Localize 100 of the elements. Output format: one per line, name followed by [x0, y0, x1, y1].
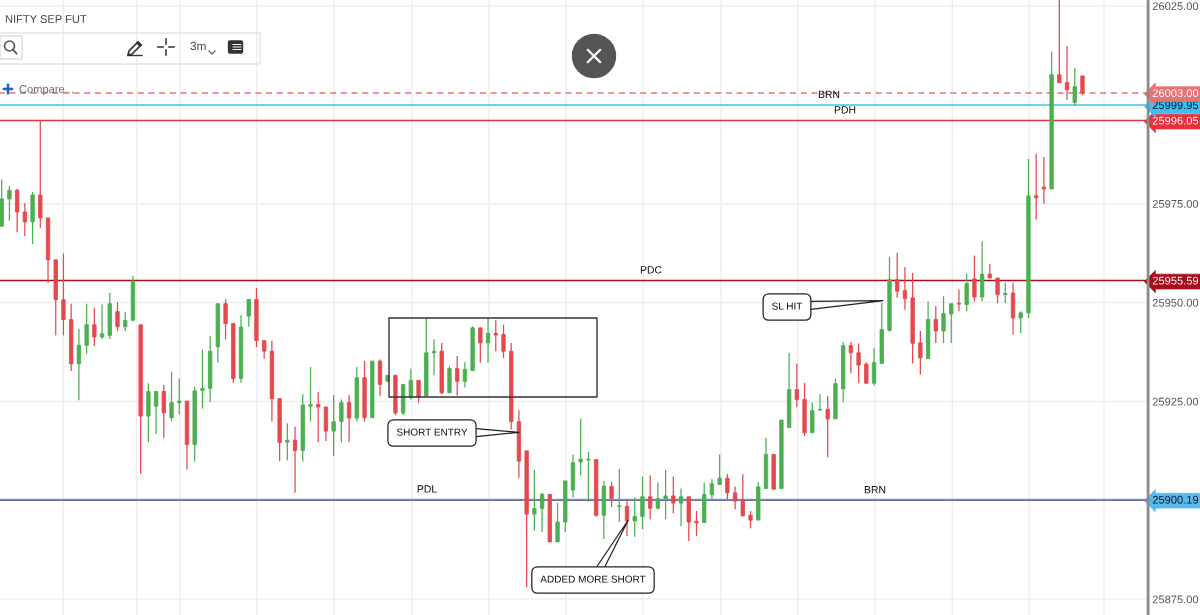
y-tick-label: 25925.00 — [1152, 397, 1199, 406]
candlestick — [99, 303, 105, 340]
candlestick — [671, 475, 676, 514]
candlestick — [292, 426, 298, 494]
candlestick — [61, 252, 66, 337]
y-tick-label: 26025.00 — [1152, 2, 1199, 11]
candlestick — [115, 301, 120, 332]
candlestick — [501, 324, 506, 359]
candlestick — [1018, 310, 1023, 334]
candlestick — [617, 468, 622, 523]
candlestick — [84, 303, 89, 355]
candlestick — [485, 317, 491, 364]
y-tick-label: 26003.00 — [1152, 89, 1199, 98]
candlestick — [648, 474, 653, 520]
candlestick — [76, 328, 82, 401]
candlestick — [817, 393, 823, 411]
candlestick — [92, 307, 97, 347]
candlestick — [856, 342, 861, 384]
candlestick — [408, 367, 414, 401]
candlestick — [810, 401, 815, 434]
candlestick — [825, 395, 830, 459]
candlestick — [1034, 153, 1039, 221]
candlestick — [223, 298, 228, 340]
candlestick — [153, 390, 159, 435]
candlestick — [1041, 156, 1047, 205]
candlestick — [1057, 0, 1062, 84]
ref-line-label: PDH — [834, 106, 856, 114]
annotation: SHORT ENTRY — [396, 428, 468, 436]
candlestick — [995, 277, 1000, 304]
candlestick — [794, 362, 799, 408]
candlestick — [972, 254, 977, 302]
candlestick — [678, 487, 684, 527]
candlestick — [848, 341, 854, 374]
candlestick — [864, 361, 869, 384]
candlestick — [246, 298, 251, 328]
candlestick — [1080, 75, 1085, 96]
y-tick-label: 25950.00 — [1152, 298, 1199, 307]
candlestick — [161, 384, 166, 439]
y-tick-label: 25999.95 — [1152, 101, 1199, 110]
text: NIFTY SEP FUT — [5, 15, 87, 23]
candlestick — [578, 418, 583, 477]
candlestick — [316, 391, 321, 443]
y-tick-label: 25996.05 — [1152, 116, 1199, 125]
y-tick-label: 25975.00 — [1152, 199, 1199, 208]
candlestick — [655, 481, 661, 511]
candlestick — [918, 330, 923, 376]
candlestick — [640, 475, 645, 530]
y-tick-label: 25900.19 — [1152, 495, 1199, 504]
candlestick — [632, 496, 637, 538]
candlestick — [416, 379, 421, 404]
candlestick — [663, 469, 668, 520]
candlestick — [200, 348, 205, 410]
candlestick — [933, 305, 938, 344]
candlestick — [285, 422, 290, 461]
y-tick-label: 25875.00 — [1152, 595, 1199, 604]
candlestick — [346, 394, 352, 443]
candlestick — [717, 453, 722, 486]
candlestick — [1072, 67, 1077, 107]
ref-line-label: PDL — [417, 485, 437, 493]
candlestick — [339, 398, 344, 443]
candlestick — [478, 327, 483, 364]
candlestick — [941, 295, 946, 344]
candlestick — [539, 492, 545, 533]
candlestick — [956, 288, 962, 312]
candlestick — [532, 469, 537, 532]
candlestick — [123, 311, 128, 332]
candlestick — [1064, 45, 1070, 101]
candlestick — [979, 240, 985, 302]
candlestick — [331, 394, 336, 457]
candlestick — [262, 339, 267, 360]
candlestick — [308, 366, 313, 423]
candlestick — [7, 185, 12, 222]
candlestick — [455, 355, 460, 397]
candlestick — [586, 451, 591, 503]
candlestick — [871, 347, 877, 387]
candlestick — [1003, 282, 1008, 304]
candlestick — [902, 266, 908, 311]
annotation: Compare... — [19, 85, 73, 96]
annotation: SL HIT — [772, 302, 803, 310]
candlestick — [740, 473, 745, 518]
candlestick — [609, 481, 614, 508]
candlestick — [949, 303, 954, 344]
candlestick — [493, 319, 498, 352]
candlestick — [624, 499, 630, 537]
candlestick — [725, 473, 730, 500]
ref-line-label: PDC — [640, 266, 662, 274]
candlestick — [169, 371, 174, 422]
candlestick — [709, 478, 715, 500]
ref-line-label: BRN — [864, 486, 886, 494]
candlestick — [177, 377, 182, 416]
annotation: ADDED MORE SHORT — [540, 575, 646, 583]
candlestick — [964, 273, 969, 312]
candlestick — [732, 485, 738, 511]
candlestick — [22, 202, 28, 237]
ref-line-label: BRN — [818, 90, 840, 98]
candlestick — [895, 252, 900, 299]
candlestick — [462, 361, 468, 389]
candlestick — [555, 502, 560, 543]
y-tick-label: 25955.59 — [1152, 276, 1199, 285]
candlestick — [377, 358, 383, 397]
